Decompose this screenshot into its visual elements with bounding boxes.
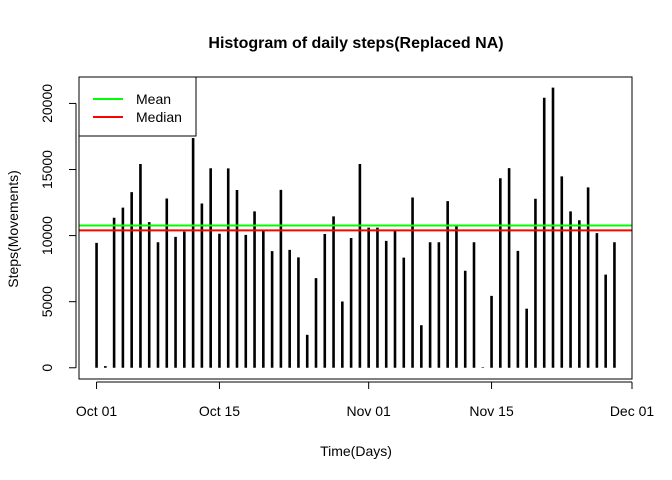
y-axis: 0 5000 10000 15000 20000 bbox=[39, 84, 77, 372]
y-tick-label: 15000 bbox=[39, 150, 55, 189]
y-tick-label: 0 bbox=[39, 364, 55, 372]
legend: Mean Median bbox=[78, 76, 197, 137]
legend-label-mean: Mean bbox=[136, 91, 171, 107]
bars-group bbox=[95, 87, 616, 368]
x-tick-label: Oct 15 bbox=[199, 403, 240, 419]
plot-box bbox=[78, 76, 633, 380]
x-tick-label: Nov 15 bbox=[469, 403, 514, 419]
x-axis-label: Time(Days) bbox=[320, 443, 392, 459]
y-tick-label: 20000 bbox=[39, 84, 55, 123]
chart-title: Histogram of daily steps(Replaced NA) bbox=[208, 35, 503, 52]
y-tick-label: 5000 bbox=[39, 286, 55, 317]
x-axis: Oct 01 Oct 15 Nov 01 Nov 15 Dec 01 bbox=[76, 381, 655, 419]
x-tick-label: Oct 01 bbox=[76, 403, 117, 419]
y-axis-label: Steps(Movements) bbox=[5, 170, 21, 287]
y-tick-label: 10000 bbox=[39, 216, 55, 255]
x-tick-label: Dec 01 bbox=[610, 403, 655, 419]
reference-lines bbox=[79, 224, 632, 232]
x-tick-label: Nov 01 bbox=[346, 403, 391, 419]
legend-label-median: Median bbox=[136, 109, 182, 125]
legend-box bbox=[78, 76, 197, 137]
